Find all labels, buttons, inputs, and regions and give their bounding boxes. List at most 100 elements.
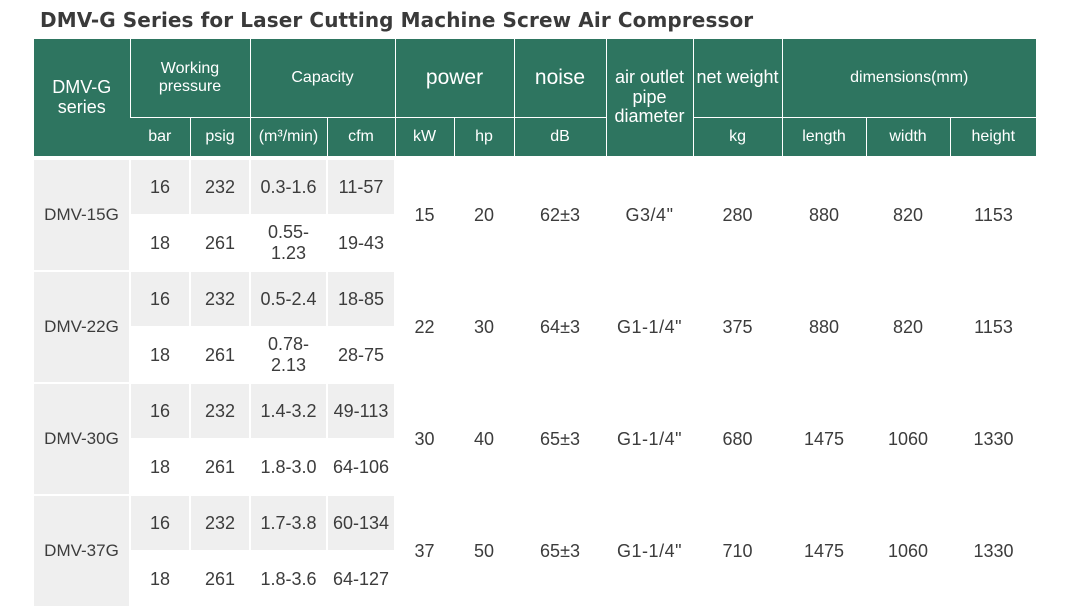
unit-hp: hp bbox=[453, 117, 515, 159]
model-name: DMV-37G bbox=[34, 494, 130, 606]
cell-m3min: 0.78-2.13 bbox=[249, 326, 327, 383]
cell-height: 1153 bbox=[949, 156, 1037, 271]
model-name: DMV-22G bbox=[34, 270, 130, 383]
cell-hp: 40 bbox=[452, 382, 515, 495]
cell-bar: 16 bbox=[129, 382, 190, 439]
header-outlet: air outlet pipe diameter bbox=[605, 39, 694, 159]
cell-bar: 18 bbox=[129, 438, 190, 495]
cell-cfm: 28-75 bbox=[326, 326, 395, 383]
table-row: DMV-22G 16 232 0.5-2.4 18-85 22 30 64±3 … bbox=[34, 270, 1037, 383]
cell-noise: 65±3 bbox=[513, 494, 607, 606]
cell-length: 1475 bbox=[781, 382, 867, 495]
cell-outlet: G1-1/4" bbox=[605, 494, 694, 606]
cell-outlet: G1-1/4" bbox=[605, 270, 694, 383]
cell-outlet: G1-1/4" bbox=[605, 382, 694, 495]
header-series-label: DMV-G series bbox=[52, 76, 112, 117]
cell-hp: 50 bbox=[452, 494, 515, 606]
cell-psig: 261 bbox=[189, 214, 250, 271]
header-dimensions: dimensions(mm) bbox=[781, 39, 1037, 118]
unit-kw: kW bbox=[394, 117, 454, 159]
cell-height: 1153 bbox=[949, 270, 1037, 383]
cell-cfm: 19-43 bbox=[326, 214, 395, 271]
unit-cfm: cfm bbox=[326, 117, 395, 159]
cell-noise: 65±3 bbox=[513, 382, 607, 495]
cell-noise: 64±3 bbox=[513, 270, 607, 383]
cell-hp: 20 bbox=[452, 156, 515, 271]
cell-psig: 232 bbox=[189, 270, 250, 327]
header-series: DMV-G series bbox=[34, 39, 130, 159]
header-working-pressure: Working pressure bbox=[129, 39, 250, 118]
table-row: 18 261 0.78-2.13 28-75 bbox=[34, 326, 1036, 383]
cell-m3min: 0.5-2.4 bbox=[249, 270, 327, 327]
cell-m3min: 0.55-1.23 bbox=[249, 214, 327, 271]
cell-outlet: G3/4" bbox=[605, 156, 694, 271]
header-outlet-label: air outlet pipe diameter bbox=[614, 66, 685, 127]
cell-bar: 18 bbox=[129, 550, 190, 606]
cell-m3min: 1.4-3.2 bbox=[249, 382, 327, 439]
cell-kw: 15 bbox=[394, 156, 454, 271]
unit-width: width bbox=[865, 117, 951, 159]
cell-bar: 16 bbox=[129, 270, 190, 327]
cell-cfm: 64-127 bbox=[326, 550, 395, 606]
model-name: DMV-15G bbox=[34, 156, 130, 271]
cell-kg: 375 bbox=[692, 270, 783, 383]
cell-width: 1060 bbox=[865, 382, 951, 495]
table-body: DMV-15G 16 232 0.3-1.6 11-57 15 20 62±3 … bbox=[34, 156, 1037, 606]
header-capacity: Capacity bbox=[249, 39, 395, 118]
cell-psig: 261 bbox=[189, 438, 250, 495]
cell-cfm: 60-134 bbox=[326, 494, 395, 551]
cell-cfm: 64-106 bbox=[326, 438, 395, 495]
spec-table: DMV-G series Working pressure Capacity p… bbox=[34, 39, 1037, 606]
cell-kw: 37 bbox=[394, 494, 454, 606]
cell-psig: 232 bbox=[189, 494, 250, 551]
unit-m3min: (m³/min) bbox=[249, 117, 327, 159]
table-row: 18 261 1.8-3.6 64-127 bbox=[34, 550, 1036, 606]
cell-width: 820 bbox=[865, 156, 951, 271]
cell-cfm: 49-113 bbox=[326, 382, 395, 439]
cell-m3min: 1.8-3.6 bbox=[249, 550, 327, 606]
cell-kw: 22 bbox=[394, 270, 454, 383]
cell-m3min: 0.3-1.6 bbox=[249, 156, 327, 215]
cell-psig: 261 bbox=[189, 550, 250, 606]
cell-width: 1060 bbox=[865, 494, 951, 606]
table-row: DMV-37G 16 232 1.7-3.8 60-134 37 50 65±3… bbox=[34, 494, 1037, 606]
cell-kg: 280 bbox=[692, 156, 783, 271]
cell-kg: 680 bbox=[692, 382, 783, 495]
unit-kg: kg bbox=[692, 117, 783, 159]
cell-height: 1330 bbox=[949, 494, 1037, 606]
cell-bar: 16 bbox=[129, 494, 190, 551]
cell-height: 1330 bbox=[949, 382, 1037, 495]
cell-bar: 18 bbox=[129, 326, 190, 383]
cell-noise: 62±3 bbox=[513, 156, 607, 271]
header-power: power bbox=[394, 39, 515, 118]
unit-length: length bbox=[781, 117, 867, 159]
cell-cfm: 11-57 bbox=[326, 156, 395, 215]
cell-psig: 232 bbox=[189, 156, 250, 215]
unit-psig: psig bbox=[189, 117, 250, 159]
model-name: DMV-30G bbox=[34, 382, 130, 495]
cell-hp: 30 bbox=[452, 270, 515, 383]
header-noise: noise bbox=[513, 39, 607, 118]
cell-bar: 18 bbox=[129, 214, 190, 271]
cell-psig: 261 bbox=[189, 326, 250, 383]
table-row: DMV-30G 16 232 1.4-3.2 49-113 30 40 65±3… bbox=[34, 382, 1037, 495]
header-working-pressure-label: Working pressure bbox=[158, 60, 222, 95]
unit-height: height bbox=[949, 117, 1037, 159]
cell-psig: 232 bbox=[189, 382, 250, 439]
cell-length: 1475 bbox=[781, 494, 867, 606]
cell-bar: 16 bbox=[129, 156, 190, 215]
cell-length: 880 bbox=[781, 156, 867, 271]
cell-kg: 710 bbox=[692, 494, 783, 606]
table-header: DMV-G series Working pressure Capacity p… bbox=[34, 39, 1037, 159]
cell-kw: 30 bbox=[394, 382, 454, 495]
cell-m3min: 1.7-3.8 bbox=[249, 494, 327, 551]
header-net-weight: net weight bbox=[692, 39, 783, 118]
unit-bar: bar bbox=[130, 117, 190, 159]
cell-width: 820 bbox=[865, 270, 951, 383]
cell-length: 880 bbox=[781, 270, 867, 383]
table-row: 18 261 0.55-1.23 19-43 bbox=[34, 214, 1036, 271]
unit-db: dB bbox=[513, 117, 607, 159]
table-row: DMV-15G 16 232 0.3-1.6 11-57 15 20 62±3 … bbox=[34, 156, 1037, 271]
cell-cfm: 18-85 bbox=[326, 270, 395, 327]
cell-m3min: 1.8-3.0 bbox=[249, 438, 327, 495]
